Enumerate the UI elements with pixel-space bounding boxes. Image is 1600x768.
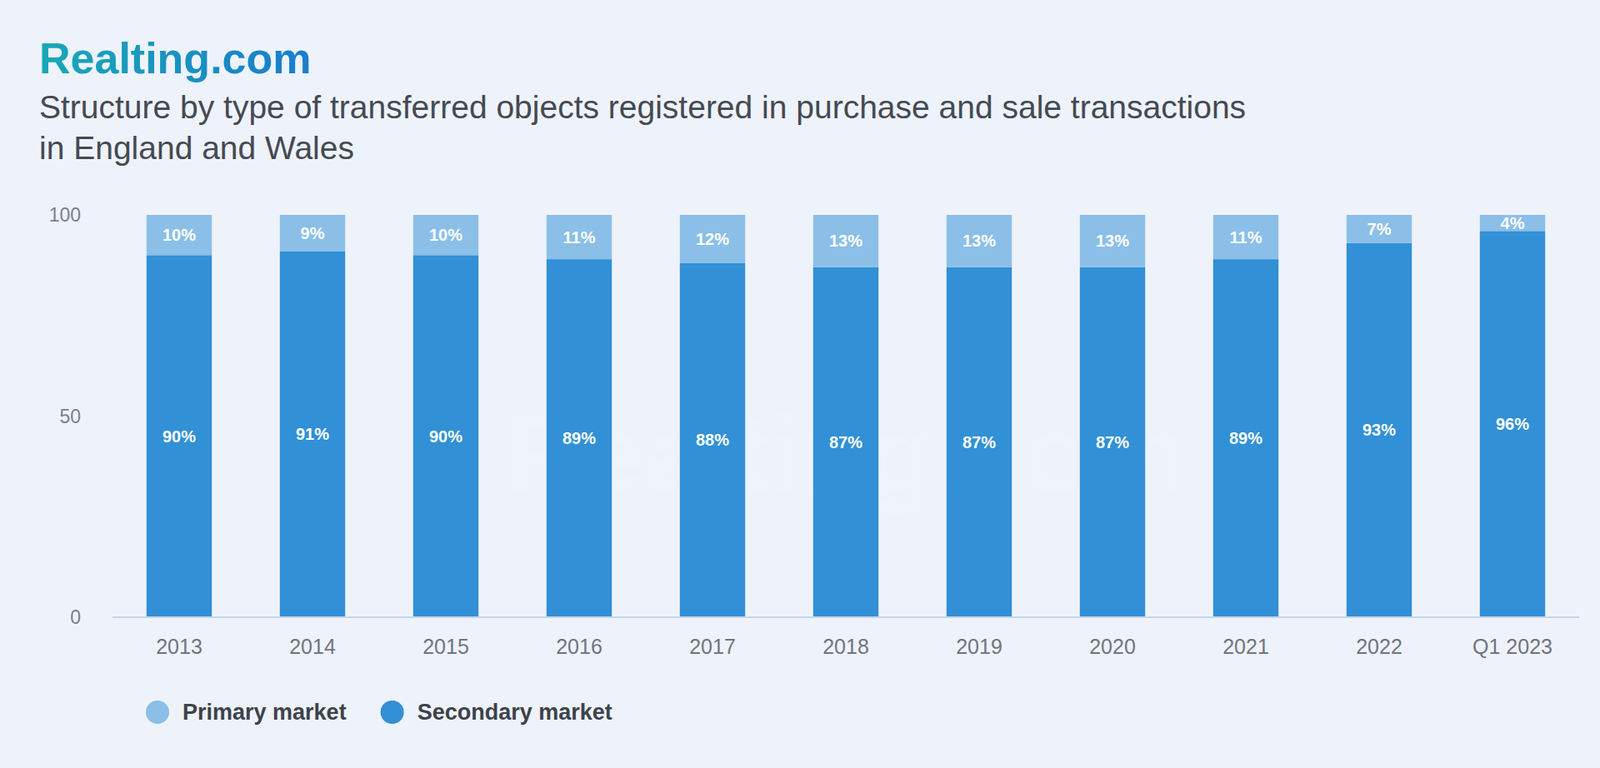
data-label: 89% (1229, 429, 1263, 448)
bar-segment (413, 215, 479, 255)
data-label: 93% (1362, 420, 1396, 440)
x-tick-label: 2022 (1355, 635, 1403, 659)
data-label: 11% (563, 228, 596, 247)
data-label: 9% (300, 224, 325, 243)
y-tick-label: 100 (49, 204, 81, 226)
bar-segment (1080, 267, 1145, 618)
bar-segment (546, 259, 612, 618)
bar-segment (813, 267, 879, 618)
x-tick-label: 2019 (955, 635, 1003, 659)
bar-segment (680, 263, 745, 618)
bar-segment (413, 255, 479, 618)
data-label: 13% (962, 231, 996, 250)
data-label: 90% (429, 427, 463, 446)
data-label: 10% (429, 225, 463, 245)
bar-segment (280, 250, 345, 618)
legend-label: Secondary market (417, 700, 613, 725)
bar-segment (1346, 215, 1412, 244)
data-label: 7% (1367, 220, 1392, 239)
bar-segment (946, 267, 1012, 618)
background (0, 0, 1600, 768)
bar-segment (680, 215, 745, 264)
data-label: 12% (695, 230, 730, 249)
x-tick-label: 2021 (1222, 635, 1270, 659)
legend-swatch (145, 700, 170, 725)
x-tick-label: 2017 (689, 635, 736, 659)
legend: Primary market Secondary market (145, 700, 613, 725)
data-label: 11% (1230, 228, 1263, 247)
x-tick-label: 2014 (289, 635, 336, 659)
data-label: 90% (162, 427, 196, 446)
x-tick-label: 2016 (555, 635, 603, 659)
data-label: 87% (1095, 433, 1130, 452)
bar-segment (146, 255, 212, 618)
data-label: 89% (562, 429, 596, 448)
bar-segment (946, 215, 1012, 268)
data-label: 4% (1500, 214, 1525, 233)
data-label: 91% (295, 425, 330, 444)
bar-segment (146, 215, 212, 255)
bar-segment (1346, 243, 1412, 618)
bar-segment (813, 215, 879, 268)
bar-segment (546, 215, 612, 260)
data-label: 13% (1095, 231, 1130, 250)
y-tick-label: 0 (70, 606, 81, 629)
x-tick-label: 2015 (422, 635, 470, 659)
bar-segment (1080, 215, 1145, 268)
chart: Realting.comRealting.comStructure by typ… (0, 0, 1600, 768)
title: Structure by type of transferred objects… (39, 89, 1246, 166)
bar-segment (1480, 230, 1545, 618)
x-tick-label: Q1 2023 (1472, 635, 1553, 659)
data-label: 10% (162, 225, 196, 245)
x-tick-label: 2020 (1089, 635, 1136, 659)
data-label: 87% (962, 433, 996, 452)
page: {"chart_data": { "type": "bar", "stacked… (0, 0, 1600, 768)
y-tick-label: 50 (59, 405, 81, 428)
x-axis-line (112, 616, 1580, 619)
data-label: 96% (1495, 415, 1530, 434)
legend-swatch (380, 700, 405, 725)
data-labels: 90% 10% 91% 9% 90% 10% 89% 11% 88% 12% 87% 13% 87% 13… (162, 214, 1530, 452)
bar-segment (280, 215, 345, 251)
legend-label: Primary market (182, 700, 347, 725)
data-label: 13% (829, 231, 863, 250)
bar-segment (1213, 259, 1279, 618)
title-line: Structure by type of transferred objects… (39, 89, 1246, 125)
data-label: 87% (829, 433, 863, 452)
x-tick-label: 2013 (155, 635, 203, 659)
x-tick-label: 2018 (822, 635, 870, 659)
bars (146, 215, 1545, 618)
bar-segment (1213, 215, 1279, 260)
title-line: in England and Wales (39, 130, 355, 166)
logo: Realting.com (39, 34, 312, 83)
data-label: 88% (695, 430, 730, 450)
